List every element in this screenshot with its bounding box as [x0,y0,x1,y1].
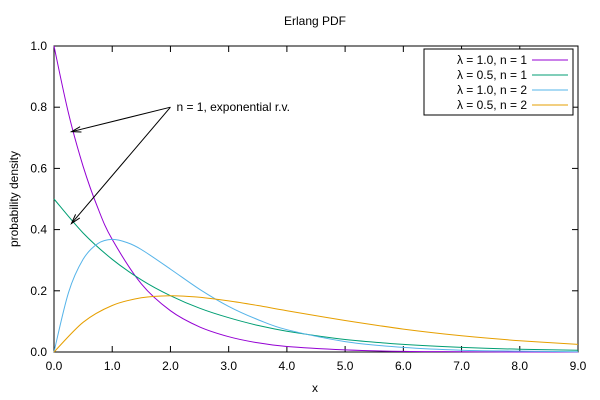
plot-series [53,45,579,353]
x-tick-label: 8.0 [511,359,528,373]
legend-label: λ = 0.5, n = 2 [457,98,527,112]
y-tick-label: 0.2 [30,284,47,298]
annotation-arrow [71,106,171,224]
x-axis-label: x [312,381,318,395]
annotation-arrowhead [70,214,81,225]
y-tick-label: 0.0 [30,345,47,359]
legend-label: λ = 0.5, n = 1 [457,68,527,82]
x-tick-label: 9.0 [570,359,587,373]
x-tick-label: 1.0 [104,359,121,373]
y-axis-label: probability density [7,151,21,247]
legend-label: λ = 1.0, n = 2 [457,83,527,97]
x-tick-label: 0.0 [46,359,63,373]
annotation-label: n = 1, exponential r.v. [176,100,290,114]
series-line-0-5-n-1 [53,198,579,351]
x-tick-label: 5.0 [337,359,354,373]
x-tick-label: 4.0 [279,359,296,373]
chart-title: Erlang PDF [284,14,346,28]
series-line-1-0-n-2 [53,238,579,353]
y-tick-label: 1.0 [30,39,47,53]
legend-label: λ = 1.0, n = 1 [457,53,527,67]
y-tick-label: 0.6 [30,161,47,175]
axes: 0.0 1.0 2.0 3.0 4.0 5.0 6.0 7.0 8.0 9.0 0.0 0.2 0.4 0… [30,39,586,373]
y-tick-label: 0.4 [30,223,47,237]
x-tick-label: 6.0 [395,359,412,373]
x-tick-label: 3.0 [220,359,237,373]
series-line-0-5-n-2 [53,295,579,353]
annotation-arrow [71,106,171,133]
annotations: n = 1, exponential r.v. [69,100,290,225]
x-tick-label: 7.0 [453,359,470,373]
series-line-1-0-n-1 [53,45,579,353]
annotation-arrowhead [69,126,82,133]
y-tick-label: 0.8 [30,100,47,114]
x-tick-label: 2.0 [162,359,179,373]
legend: λ = 1.0, n = 1λ = 0.5, n = 1λ = 1.0, n =… [423,48,574,116]
